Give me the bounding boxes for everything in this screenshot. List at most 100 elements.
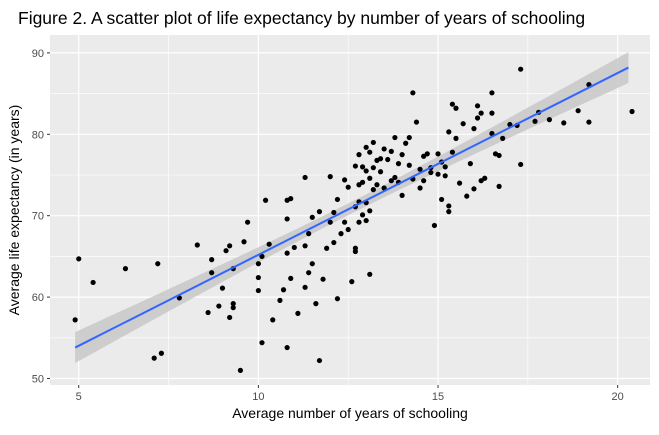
data-point <box>342 219 348 225</box>
x-tick-label: 5 <box>76 391 82 403</box>
data-points <box>72 66 635 373</box>
data-point <box>575 108 581 114</box>
data-point <box>370 139 376 146</box>
data-point <box>306 231 312 237</box>
data-point <box>334 296 341 302</box>
x-axis-title: Average number of years of schooling <box>232 405 468 421</box>
data-point <box>306 270 312 276</box>
data-point <box>284 250 290 256</box>
data-point <box>446 203 452 209</box>
data-point <box>467 161 473 167</box>
data-point <box>345 184 351 190</box>
data-point <box>302 284 308 290</box>
data-point <box>277 297 283 303</box>
data-point <box>259 253 265 259</box>
data-point <box>399 192 405 198</box>
data-point <box>385 156 391 163</box>
data-point <box>255 274 261 281</box>
data-point <box>320 276 326 282</box>
data-point <box>72 317 78 323</box>
data-point <box>367 208 373 214</box>
data-point <box>302 243 308 249</box>
data-point <box>424 151 430 157</box>
data-point <box>413 119 420 125</box>
data-point <box>194 242 200 248</box>
data-point <box>417 185 423 191</box>
y-axis-title: Average life expectancy (in years) <box>6 105 22 316</box>
data-point <box>209 270 215 276</box>
data-point <box>395 161 402 167</box>
data-point <box>449 101 455 107</box>
data-point <box>439 196 445 203</box>
x-tick-label: 10 <box>252 391 264 403</box>
data-point <box>474 115 481 121</box>
y-tick-label: 50 <box>32 373 44 385</box>
data-point <box>280 287 287 293</box>
data-point <box>546 117 553 123</box>
data-point <box>460 121 466 127</box>
data-point <box>223 248 229 254</box>
data-point <box>453 105 459 111</box>
data-point <box>377 169 384 175</box>
data-point <box>489 90 495 96</box>
chart-title: Figure 2. A scatter plot of life expecta… <box>18 8 585 28</box>
data-point <box>435 151 441 157</box>
data-point <box>561 120 567 126</box>
data-point <box>367 271 373 277</box>
data-point <box>363 144 369 150</box>
data-point <box>241 239 247 245</box>
data-point <box>381 185 387 191</box>
data-point <box>399 152 405 158</box>
data-point <box>227 314 233 321</box>
data-point <box>216 303 222 309</box>
data-point <box>352 248 358 255</box>
data-point <box>518 161 524 168</box>
data-point <box>471 126 477 132</box>
data-point <box>309 214 315 220</box>
data-point <box>122 266 129 272</box>
data-point <box>259 340 265 346</box>
data-point <box>359 164 366 170</box>
data-point <box>316 209 323 215</box>
data-point <box>410 90 416 96</box>
data-point <box>489 130 495 137</box>
data-point <box>255 287 261 294</box>
data-point <box>331 209 337 216</box>
data-point <box>230 305 236 311</box>
data-point <box>496 183 502 189</box>
x-tick-label: 15 <box>432 391 444 403</box>
data-point <box>363 168 369 174</box>
data-point <box>406 134 412 141</box>
data-point <box>374 182 380 188</box>
data-point <box>446 129 452 135</box>
data-point <box>464 193 470 199</box>
data-point <box>331 239 337 246</box>
data-point <box>90 279 96 286</box>
data-point <box>284 216 290 222</box>
data-point <box>442 173 448 179</box>
data-point <box>288 196 294 202</box>
data-point <box>496 152 502 159</box>
major-gridlines <box>50 35 650 385</box>
data-point <box>291 244 297 251</box>
data-point <box>367 149 373 155</box>
data-point <box>205 309 211 316</box>
data-point <box>327 219 333 225</box>
data-point <box>352 163 358 169</box>
data-point <box>356 152 362 158</box>
data-point <box>262 197 269 203</box>
data-point <box>403 140 409 146</box>
data-point <box>532 118 538 124</box>
data-point <box>363 217 369 224</box>
data-point <box>453 135 459 141</box>
data-point <box>255 261 261 267</box>
data-point <box>442 164 448 170</box>
data-point <box>489 110 495 116</box>
data-point <box>586 119 592 125</box>
data-point <box>478 110 484 116</box>
data-point <box>449 149 455 155</box>
x-axis: 5 10 15 20 <box>76 385 624 403</box>
data-point <box>435 171 441 177</box>
